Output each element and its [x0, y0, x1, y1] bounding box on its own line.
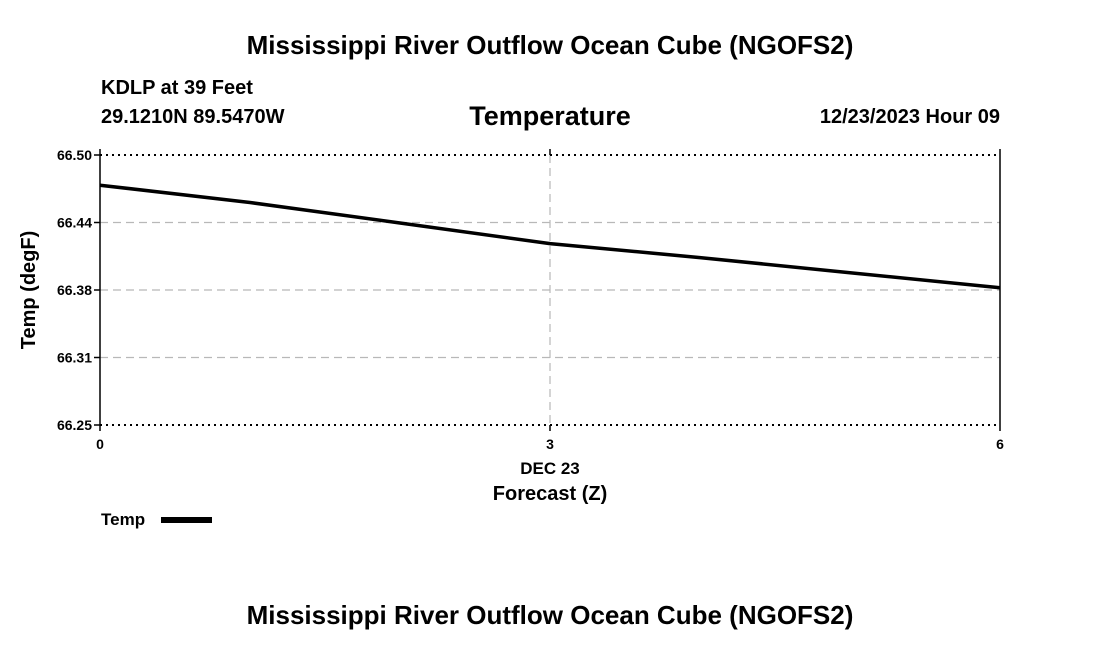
variable-title: Temperature — [469, 101, 631, 131]
y-axis-label: Temp (degF) — [18, 231, 40, 350]
ticks: 66.25 66.31 66.38 66.44 66.50 0 3 6 — [57, 147, 1004, 452]
legend-label: Temp — [101, 510, 145, 529]
x-tick-label: 0 — [96, 436, 104, 452]
series-layer — [99, 183, 1001, 290]
coordinates-label: 29.1210N 89.5470W — [101, 106, 285, 128]
x-axis-date-label: DEC 23 — [520, 459, 580, 478]
forecast-datetime: 12/23/2023 Hour 09 — [819, 106, 1000, 128]
y-tick-label: 66.50 — [57, 147, 92, 163]
y-tick-label: 66.38 — [57, 282, 92, 298]
x-tick-label: 3 — [546, 436, 554, 452]
temperature-chart: 66.25 66.31 66.38 66.44 66.50 0 3 6 DEC 23 Fore… — [18, 147, 1004, 529]
series-line-temp — [99, 183, 1001, 290]
legend-swatch — [161, 517, 212, 523]
x-tick-label: 6 — [996, 436, 1004, 452]
y-tick-label: 66.25 — [57, 417, 92, 433]
station-label: KDLP at 39 Feet — [101, 77, 253, 99]
chart-title-bottom: Mississippi River Outflow Ocean Cube (NG… — [246, 600, 854, 630]
y-tick-label: 66.31 — [57, 350, 92, 366]
grid-lines — [100, 155, 1000, 425]
chart-title-top: Mississippi River Outflow Ocean Cube (NG… — [246, 30, 854, 60]
x-axis-label: Forecast (Z) — [493, 483, 607, 505]
y-tick-label: 66.44 — [57, 215, 92, 231]
